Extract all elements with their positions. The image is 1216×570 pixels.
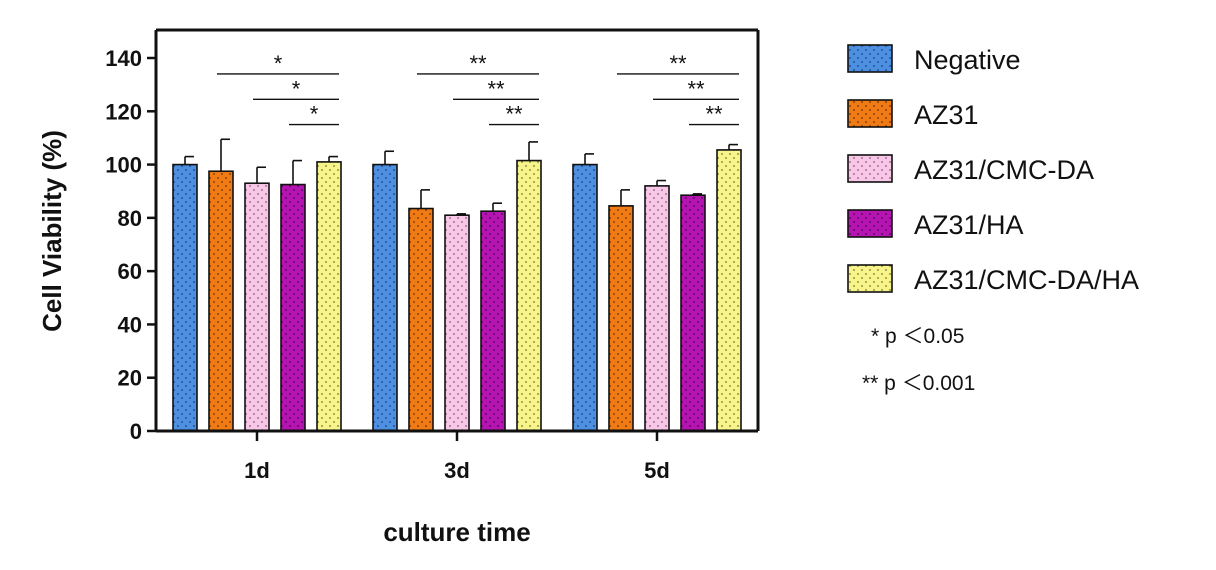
- significance-note: * p ＜0.05: [871, 325, 964, 348]
- bar-az31-5d: [608, 205, 634, 432]
- y-tick-label: 80: [118, 206, 142, 231]
- bar-az31-cmc-da-ha-5d: [716, 149, 742, 432]
- legend-swatch: [847, 154, 893, 183]
- significance-label: **: [505, 102, 523, 127]
- significance-label: *: [292, 76, 301, 101]
- bar-negative-5d: [572, 163, 598, 432]
- legend-label: AZ31/CMC-DA/HA: [914, 265, 1139, 295]
- legend: Negative AZ31 AZ31/CMC-DA AZ31/HA AZ31/CMC-D…: [847, 44, 1139, 395]
- y-tick-label: 40: [118, 312, 142, 337]
- y-tick-label: 60: [118, 259, 142, 284]
- bar-az31-cmc-da-3d: [444, 214, 470, 432]
- y-tick-label: 140: [105, 46, 142, 71]
- bar-az31-1d: [208, 170, 234, 432]
- legend-label: AZ31/HA: [914, 210, 1024, 240]
- significance-label: **: [705, 102, 723, 127]
- x-tick-label: 3d: [444, 458, 470, 483]
- y-tick-label: 120: [105, 99, 142, 124]
- legend-swatch: [847, 209, 893, 238]
- x-tick-label: 5d: [644, 458, 670, 483]
- legend-label: Negative: [914, 45, 1021, 75]
- legend-label: AZ31/CMC-DA: [914, 155, 1094, 185]
- bar-az31-3d: [408, 207, 434, 432]
- legend-swatch: [847, 99, 893, 128]
- significance-label: *: [310, 102, 319, 127]
- y-tick-label: 0: [130, 419, 142, 444]
- bar-az31-ha-5d: [680, 194, 706, 432]
- significance-label: **: [669, 51, 687, 76]
- significance-note: ** p ＜0.001: [862, 372, 975, 395]
- bar-az31-cmc-da-ha-3d: [516, 159, 542, 432]
- x-axis-title: culture time: [383, 517, 530, 547]
- legend-label: AZ31: [914, 100, 979, 130]
- bar-negative-3d: [372, 163, 398, 432]
- significance-label: **: [687, 76, 705, 101]
- x-tick-label: 1d: [244, 458, 270, 483]
- significance-label: *: [274, 51, 283, 76]
- bar-az31-cmc-da-5d: [644, 185, 670, 432]
- bar-az31-cmc-da-1d: [244, 182, 270, 432]
- axes: 0 20 40 60 80 100 120 140 1d 3d 5d culture time Cell…: [37, 28, 760, 547]
- plot-area: ***************: [172, 51, 742, 432]
- y-tick-label: 20: [118, 366, 142, 391]
- legend-swatch: [847, 264, 893, 293]
- bar-az31-ha-1d: [280, 183, 306, 432]
- legend-swatch: [847, 44, 893, 73]
- bar-az31-cmc-da-ha-1d: [316, 161, 342, 432]
- y-axis-title: Cell Viability (%): [37, 130, 67, 332]
- y-tick-label: 100: [105, 153, 142, 178]
- significance-label: **: [469, 51, 487, 76]
- bar-az31-ha-3d: [480, 210, 506, 432]
- significance-label: **: [487, 76, 505, 101]
- bar-negative-1d: [172, 163, 198, 432]
